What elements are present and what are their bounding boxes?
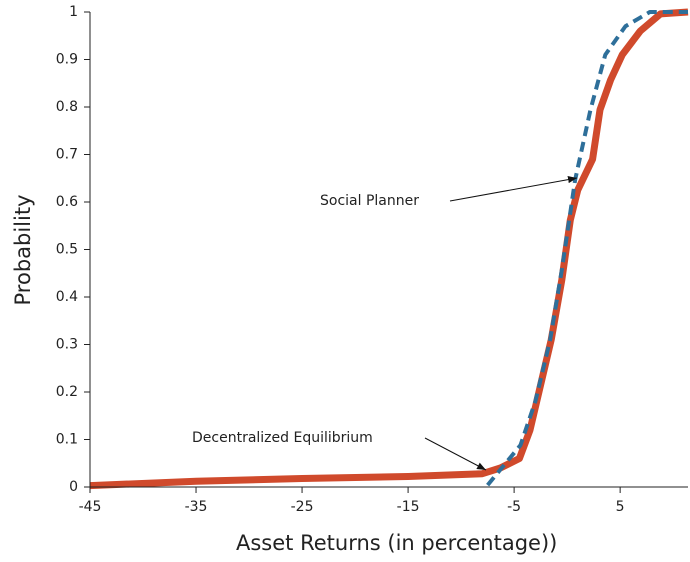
- x-tick-label: -35: [185, 499, 208, 515]
- y-tick-label: 0.1: [56, 432, 78, 448]
- series-line: [486, 10, 688, 487]
- x-tick-label: -25: [291, 499, 314, 515]
- annotation-arrow: [449, 176, 578, 202]
- x-tick-label: -15: [397, 499, 420, 515]
- y-tick-label: 0: [69, 479, 78, 495]
- y-tick-label: 0.9: [56, 52, 78, 68]
- annotation-arrow: [424, 437, 487, 471]
- y-tick-label: 0.2: [56, 384, 78, 400]
- y-tick-label: 1: [69, 4, 78, 20]
- annotation: Social Planner: [320, 193, 419, 209]
- y-tick-label: 0.4: [56, 289, 78, 305]
- x-tick-label: -5: [507, 499, 521, 515]
- plot-area: [89, 8, 689, 490]
- y-axis-label: Probability: [11, 194, 35, 305]
- series-line: [89, 8, 689, 490]
- annotation: Decentralized Equilibrium: [192, 430, 373, 446]
- y-tick-label: 0.5: [56, 242, 78, 258]
- x-tick-label: 5: [616, 499, 625, 515]
- x-tick-label: -45: [79, 499, 102, 515]
- y-tick-label: 0.3: [56, 337, 78, 353]
- x-axis-label: Asset Returns (in percentage)): [236, 531, 557, 555]
- y-tick-label: 0.7: [56, 147, 78, 163]
- y-tick-label: 0.6: [56, 194, 78, 210]
- y-tick-label: 0.8: [56, 99, 78, 115]
